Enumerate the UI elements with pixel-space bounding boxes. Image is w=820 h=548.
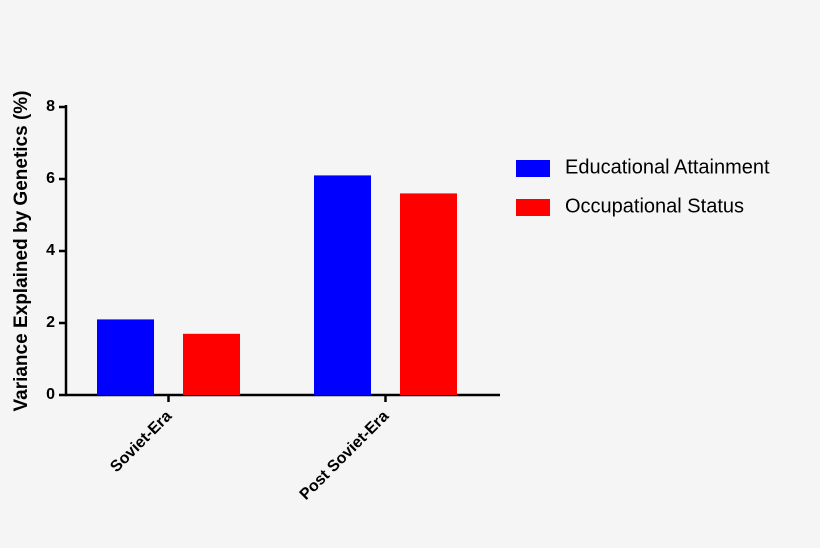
y-axis-label: Variance Explained by Genetics (%)	[11, 90, 32, 411]
legend: Educational Attainment Occupational Statu…	[516, 156, 770, 217]
legend-label: Educational Attainment	[565, 156, 770, 178]
legend-swatch	[516, 199, 550, 216]
bar	[314, 175, 371, 395]
legend-swatch	[516, 160, 550, 177]
y-tick-label: 4	[46, 242, 55, 259]
bar	[400, 193, 457, 395]
y-tick-label: 6	[46, 170, 55, 187]
y-tick-label: 2	[46, 314, 55, 331]
y-tick-label: 0	[46, 386, 55, 403]
y-tick-label: 8	[46, 98, 55, 115]
bar	[183, 333, 240, 395]
bar	[97, 319, 154, 395]
legend-label: Occupational Status	[565, 195, 744, 217]
